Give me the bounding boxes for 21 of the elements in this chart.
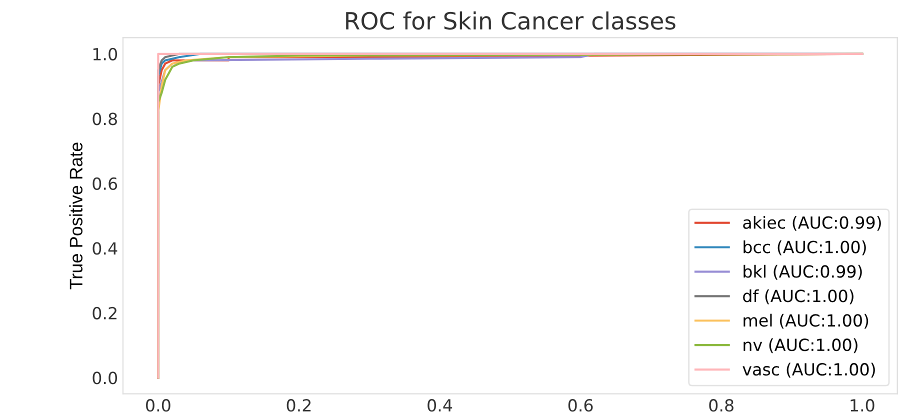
x-tick-label: 0.6 [568, 399, 593, 412]
x-tick-label: 0.0 [146, 399, 170, 412]
y-tick-label: 0.2 [92, 306, 116, 320]
legend-label: nv (AUC:1.00) [744, 338, 858, 354]
legend-label: vasc (AUC:1.00) [742, 362, 875, 378]
legend-label: bkl (AUC:0.99) [744, 264, 862, 280]
legend-label: bcc (AUC:1.00) [744, 240, 866, 256]
y-tick-label: 0.0 [92, 372, 118, 384]
chart-title: ROC for Skin Cancer classes [346, 11, 676, 30]
x-tick-label: 0.8 [709, 399, 734, 412]
x-tick-label: 1.0 [850, 399, 874, 412]
y-tick-label: 1.0 [93, 48, 118, 60]
y-tick-label: 0.4 [92, 242, 118, 255]
legend-label: df (AUC:1.00) [743, 289, 854, 304]
x-tick-label: 0.4 [428, 399, 452, 412]
x-tick-label: 0.2 [286, 399, 311, 412]
y-axis-title: True Positive Rate [69, 142, 82, 290]
y-tick-label: 0.8 [92, 112, 117, 126]
y-tick-label: 0.6 [92, 177, 118, 190]
legend-label: mel (AUC:1.00) [744, 314, 868, 329]
legend-label: akiec (AUC:0.99) [743, 216, 881, 231]
